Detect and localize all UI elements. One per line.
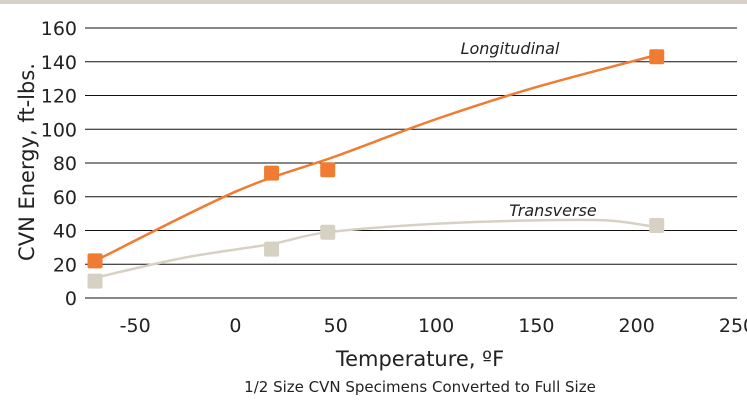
point-transverse-0 bbox=[87, 273, 103, 289]
x-axis-ticks: -50 0 50 100 150 200 250 bbox=[120, 315, 747, 337]
chart-caption: 1/2 Size CVN Specimens Converted to Full… bbox=[244, 378, 596, 396]
x-tick-label-50: 50 bbox=[324, 315, 348, 337]
y-tick-label-0: 0 bbox=[65, 288, 77, 310]
y-axis-ticks: 0 20 40 60 80 100 120 140 160 bbox=[41, 18, 77, 310]
series-label-longitudinal: Longitudinal bbox=[461, 39, 560, 58]
y-tick-label-160: 160 bbox=[41, 18, 77, 40]
y-tick-label-140: 140 bbox=[41, 52, 77, 74]
y-tick-label-100: 100 bbox=[41, 119, 77, 141]
point-longitudinal-3 bbox=[649, 49, 665, 65]
y-tick-label-60: 60 bbox=[53, 187, 77, 209]
data-points bbox=[87, 49, 665, 289]
point-longitudinal-1 bbox=[264, 165, 280, 181]
series-label-transverse: Transverse bbox=[509, 201, 597, 220]
series-labels: Longitudinal Transverse bbox=[461, 39, 597, 220]
x-tick-label-100: 100 bbox=[418, 315, 454, 337]
point-longitudinal-2 bbox=[320, 162, 336, 178]
y-tick-label-40: 40 bbox=[53, 221, 77, 243]
top-rule bbox=[0, 0, 747, 4]
trend-line-longitudinal bbox=[94, 53, 658, 262]
point-transverse-2 bbox=[320, 224, 336, 240]
x-tick-label-250: 250 bbox=[719, 315, 747, 337]
x-axis-title: Temperature, ºF bbox=[335, 347, 504, 371]
x-tick-label-0: 0 bbox=[229, 315, 241, 337]
y-tick-label-80: 80 bbox=[53, 153, 77, 175]
x-tick-label-150: 150 bbox=[518, 315, 554, 337]
x-tick-label--50: -50 bbox=[120, 315, 151, 337]
point-transverse-3 bbox=[649, 217, 665, 233]
y-tick-label-20: 20 bbox=[53, 254, 77, 276]
y-axis-title: CVN Energy, ft-lbs. bbox=[15, 63, 39, 261]
trend-lines bbox=[94, 53, 658, 279]
point-longitudinal-0 bbox=[87, 253, 103, 269]
trend-line-transverse bbox=[94, 218, 657, 279]
x-tick-label-200: 200 bbox=[619, 315, 655, 337]
grid-lines bbox=[85, 27, 737, 299]
y-tick-label-120: 120 bbox=[41, 86, 77, 108]
point-transverse-1 bbox=[264, 241, 280, 257]
